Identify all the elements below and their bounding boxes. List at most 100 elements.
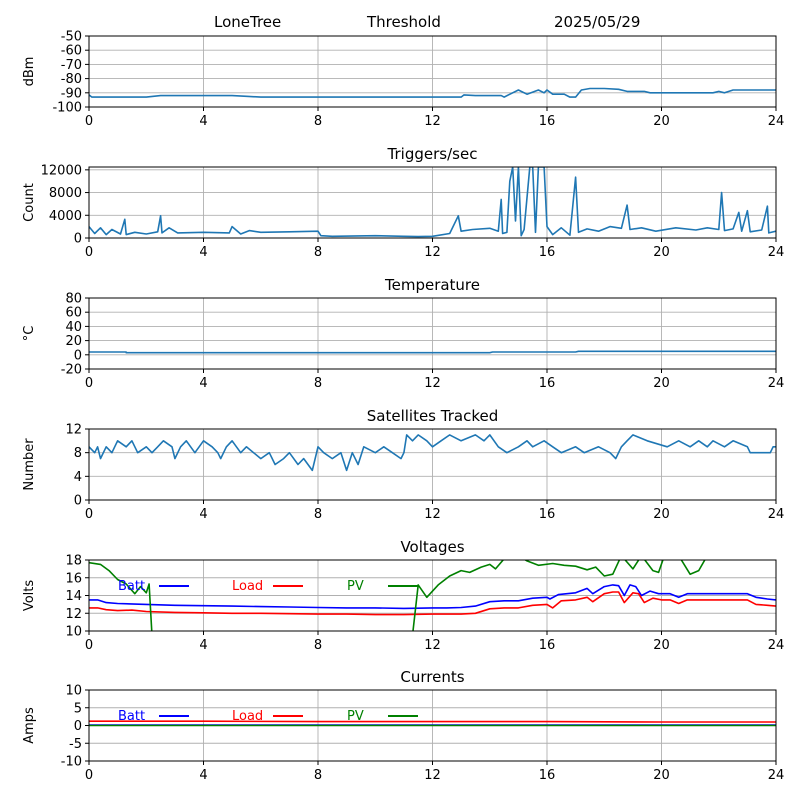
y-tick-label: -100: [52, 101, 82, 116]
y-tick-label: 12: [65, 607, 82, 622]
legend-label-load: Load: [232, 709, 263, 724]
x-tick-label: 0: [85, 638, 93, 653]
y-tick-label: 16: [65, 571, 82, 586]
x-tick-label: 16: [539, 245, 556, 260]
x-tick-label: 24: [768, 507, 785, 522]
x-tick-label: 16: [539, 376, 556, 391]
legend: Batt Load PV: [118, 579, 418, 594]
x-tick-label: 8: [314, 376, 322, 391]
series-group: [89, 720, 776, 727]
x-tick-label: 12: [424, 376, 441, 391]
series-group: [89, 560, 776, 631]
legend-label-pv: PV: [347, 579, 364, 594]
y-tick-label: 8000: [49, 186, 82, 201]
header-date: 2025/05/29: [554, 13, 640, 31]
y-tick-label: 8: [74, 446, 82, 461]
panel-voltages: 0 4 8 12 16 20 24 10 12 14 16 18 Voltages Volts Batt Lo…: [22, 538, 784, 653]
y-tick-label: 80: [65, 292, 82, 307]
y-tick-label: 10: [65, 684, 82, 699]
x-tick-label: 0: [85, 245, 93, 260]
panel-signal: 0 4 8 12 16 20 24 -100-90-80-70-60-50 dBm: [22, 30, 784, 130]
x-tick-label: 24: [768, 638, 785, 653]
x-tick-label: 0: [85, 507, 93, 522]
series-line-batt: [89, 584, 776, 610]
legend-label-batt: Batt: [118, 579, 145, 594]
y-axis-label: Amps: [22, 707, 37, 744]
y-axis-label: °C: [22, 326, 37, 342]
series-line-load: [89, 720, 776, 723]
series-line-temperature: [89, 350, 776, 354]
y-tick-label: 0: [74, 494, 82, 509]
x-tick-label: 24: [768, 245, 785, 260]
x-tick-label: 12: [424, 638, 441, 653]
y-tick-label: 60: [65, 306, 82, 321]
panel-title: Triggers/sec: [387, 145, 478, 163]
header-mode: Threshold: [366, 13, 441, 31]
y-tick-label: 20: [65, 334, 82, 349]
y-tick-label: -70: [61, 58, 82, 73]
x-tick-label: 4: [199, 376, 207, 391]
panel-title: Satellites Tracked: [367, 407, 498, 425]
x-tick-label: 0: [85, 768, 93, 783]
y-tick-label: -10: [61, 755, 82, 770]
x-tick-label: 8: [314, 507, 322, 522]
panel-currents: 0 4 8 12 16 20 24 -10 -5 0 5 10 Currents Amps Batt Load…: [22, 668, 784, 783]
x-tick-label: 4: [199, 638, 207, 653]
y-axis-label: dBm: [22, 57, 37, 87]
x-tick-label: 16: [539, 638, 556, 653]
x-tick-label: 0: [85, 376, 93, 391]
header-site: LoneTree: [214, 13, 281, 31]
y-axis-label: Count: [22, 183, 37, 222]
x-tick-label: 24: [768, 114, 785, 129]
panel-title: Currents: [400, 668, 464, 686]
panel-triggers: 0 4 8 12 16 20 24 0 4000 8000 12000 Triggers/sec Cou…: [22, 145, 784, 260]
series-line-load: [89, 591, 776, 616]
y-tick-label: -50: [61, 30, 82, 45]
y-tick-label: 0: [74, 719, 82, 734]
x-tick-label: 8: [314, 114, 322, 129]
x-tick-label: 20: [653, 768, 670, 783]
legend: Batt Load PV: [118, 709, 418, 724]
y-tick-label: 40: [65, 320, 82, 335]
y-tick-label: 4: [74, 470, 82, 485]
series-line-pv: [89, 560, 706, 631]
legend-label-batt: Batt: [118, 709, 145, 724]
y-tick-label: 12000: [41, 163, 82, 178]
x-tick-label: 4: [199, 245, 207, 260]
y-tick-label: -20: [61, 363, 82, 378]
x-tick-label: 20: [653, 245, 670, 260]
x-tick-label: 8: [314, 245, 322, 260]
x-tick-label: 0: [85, 114, 93, 129]
y-tick-label: 10: [65, 625, 82, 640]
x-tick-label: 24: [768, 768, 785, 783]
y-axis-label: Volts: [22, 580, 37, 612]
x-tick-label: 12: [424, 507, 441, 522]
y-tick-label: 4000: [49, 209, 82, 224]
panel-title: Voltages: [400, 538, 464, 556]
x-tick-label: 16: [539, 768, 556, 783]
y-tick-label: 0: [74, 232, 82, 247]
y-tick-label: 5: [74, 701, 82, 716]
legend-label-load: Load: [232, 579, 263, 594]
panel-satellites: 0 4 8 12 16 20 24 0 4 8 12 Satellites Tracked Number: [22, 407, 784, 522]
x-tick-label: 4: [199, 114, 207, 129]
x-tick-label: 16: [539, 507, 556, 522]
y-tick-label: -90: [61, 86, 82, 101]
y-tick-label: -60: [61, 44, 82, 59]
x-tick-label: 24: [768, 376, 785, 391]
y-axis-label: Number: [22, 438, 37, 491]
x-tick-label: 8: [314, 638, 322, 653]
series-line-signal: [89, 87, 776, 98]
series-line-satellites: [89, 434, 776, 472]
y-tick-label: -80: [61, 72, 82, 87]
x-tick-label: 4: [199, 507, 207, 522]
x-tick-label: 12: [424, 245, 441, 260]
x-tick-label: 4: [199, 768, 207, 783]
x-tick-label: 20: [653, 638, 670, 653]
series-group: [89, 167, 776, 238]
y-tick-label: -5: [69, 737, 82, 752]
x-tick-label: 8: [314, 768, 322, 783]
x-tick-label: 12: [424, 114, 441, 129]
legend-label-pv: PV: [347, 709, 364, 724]
